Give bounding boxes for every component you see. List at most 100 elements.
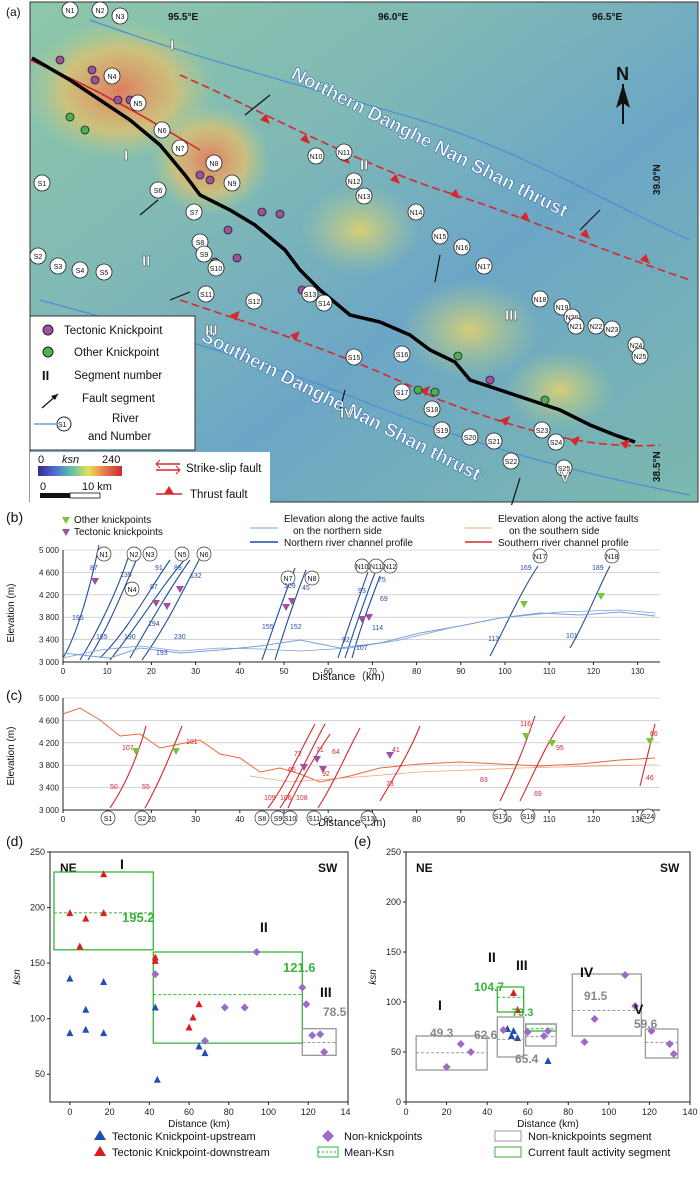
ksn-value-label: 71 bbox=[316, 747, 324, 754]
ksn-point bbox=[507, 1032, 515, 1039]
svg-text:N14: N14 bbox=[410, 210, 423, 217]
ksn-value-label: 230 bbox=[174, 634, 186, 641]
ksn-value-label: 64 bbox=[332, 749, 340, 756]
segment-annotation: 104.7 bbox=[474, 980, 504, 994]
plot-frame bbox=[49, 851, 349, 1103]
north-river-nodes: N1 N2 N3 N4 N5 N6 N7 N8 N9 N10 N11 N12 N13 N14 N15 N16 N… bbox=[61, 1, 649, 365]
river-node: S14 bbox=[315, 294, 333, 312]
ksn-value-label: 73 bbox=[386, 781, 394, 788]
segment-annotation: 59.6 bbox=[634, 1017, 658, 1031]
ksn-value-label: 113 bbox=[488, 636, 499, 643]
x-tick-label: 40 bbox=[144, 1107, 154, 1117]
svg-text:S10: S10 bbox=[284, 816, 297, 823]
svg-text:10 km: 10 km bbox=[82, 481, 112, 493]
svg-text:N1: N1 bbox=[100, 552, 109, 559]
panel-b-values: 87 135 91 89 132 87 109 45 75 93 69 169 189 195 165 190… bbox=[72, 565, 604, 657]
x-tick-label: 80 bbox=[563, 1107, 573, 1117]
x-tick-label: 0 bbox=[67, 1107, 72, 1117]
ksn-point bbox=[100, 909, 108, 917]
river-node: S5 bbox=[95, 263, 113, 281]
river-node: N19 bbox=[553, 298, 571, 316]
y-tick-label: 250 bbox=[386, 847, 401, 857]
x-tick-label: 120 bbox=[587, 667, 601, 676]
river-node: S6 bbox=[149, 181, 167, 199]
ksn-value-label: 152 bbox=[290, 624, 302, 631]
ksn-value-label: 107 bbox=[356, 645, 368, 652]
svg-text:S11: S11 bbox=[308, 816, 320, 823]
ksn-point bbox=[66, 974, 74, 982]
x-tick-label: 70 bbox=[368, 667, 377, 676]
x-tick-label: 110 bbox=[543, 815, 556, 824]
x-tick-label: 80 bbox=[224, 1107, 234, 1117]
panel-e-label: (e) bbox=[354, 833, 371, 849]
panel-c-label: (c) bbox=[6, 687, 22, 703]
segment-annotation: 49.3 bbox=[430, 1026, 454, 1040]
river-node: S3 bbox=[49, 257, 67, 275]
segment-annotation: V bbox=[634, 1001, 644, 1017]
river-node: S15 bbox=[345, 348, 363, 366]
x-axis-label: Distance (km) bbox=[168, 1119, 230, 1130]
svg-text:Other knickpoints: Other knickpoints bbox=[74, 515, 151, 526]
x-tick-label: 10 bbox=[103, 667, 112, 676]
y-tick-label: 100 bbox=[30, 1014, 45, 1024]
svg-text:N5: N5 bbox=[134, 101, 143, 108]
x-tick-label: 50 bbox=[280, 667, 289, 676]
ksn-value-label: 41 bbox=[392, 747, 400, 754]
river-node: N1 bbox=[61, 1, 79, 19]
river-node: N3 bbox=[111, 7, 129, 25]
y-tick-label: 100 bbox=[386, 997, 401, 1007]
river-node: N9 bbox=[223, 174, 241, 192]
svg-text:N6: N6 bbox=[158, 128, 167, 135]
x-tick-label: 100 bbox=[601, 1107, 616, 1117]
segment-annotation: III bbox=[516, 957, 528, 973]
svg-text:Tectonic Knickpoint-upstream: Tectonic Knickpoint-upstream bbox=[112, 1131, 256, 1143]
ksn-value-label: 89 bbox=[174, 565, 182, 572]
ksn-value-label: 193 bbox=[156, 650, 168, 657]
river-node: N15 bbox=[431, 227, 449, 245]
river-node: N12 bbox=[345, 172, 363, 190]
fault-segment-arrows bbox=[139, 94, 601, 505]
panel-c-values: 107 101 50 55 72 71 64 66 92 41 109 106 108 73 116 95 66… bbox=[110, 721, 658, 802]
fault-map: N1 N2 N3 N4 N5 N6 N7 N8 N9 N10 N11 N12 N13 N14 N15 N16 N… bbox=[6, 1, 699, 505]
svg-text:S14: S14 bbox=[318, 301, 331, 308]
y-tick-label: 4 200 bbox=[39, 591, 60, 600]
svg-text:S24: S24 bbox=[642, 814, 655, 821]
ksn-point bbox=[100, 1029, 108, 1037]
drainage-divide bbox=[31, 56, 636, 444]
south-river-profiles bbox=[109, 715, 656, 809]
river-node: S16 bbox=[393, 345, 411, 363]
profile-node: S1 bbox=[100, 810, 116, 826]
profile-node: N18 bbox=[604, 548, 620, 564]
ksn-point bbox=[539, 1032, 548, 1040]
ksn-point bbox=[195, 1042, 203, 1050]
segment-box bbox=[496, 1016, 525, 1058]
ksn-value-label: 109 bbox=[284, 583, 296, 590]
svg-text:Fault segment: Fault segment bbox=[82, 393, 156, 405]
svg-text:II: II bbox=[142, 253, 150, 270]
y-tick-label: 3 400 bbox=[39, 636, 60, 645]
ksn-value-label: 69 bbox=[380, 596, 388, 603]
svg-text:S9: S9 bbox=[274, 816, 283, 823]
ksn-value-label: 165 bbox=[96, 634, 108, 641]
svg-text:N13: N13 bbox=[358, 194, 371, 201]
svg-text:S8: S8 bbox=[258, 816, 267, 823]
svg-text:N3: N3 bbox=[116, 14, 125, 21]
ksn-point bbox=[631, 1002, 640, 1010]
ksn-point bbox=[100, 870, 108, 878]
y-tick-label: 3 000 bbox=[39, 658, 60, 667]
river-node: N25 bbox=[631, 347, 649, 365]
ksn-value-label: 95 bbox=[556, 745, 564, 752]
svg-text:N7: N7 bbox=[176, 146, 185, 153]
river-node: S12 bbox=[245, 292, 263, 310]
river-node: S2 bbox=[29, 247, 47, 265]
panel-c-ylabel: Elevation (m) bbox=[6, 727, 17, 786]
svg-text:N22: N22 bbox=[590, 324, 603, 331]
river-node: N8 bbox=[205, 154, 223, 172]
ksn-value-label: 75 bbox=[378, 577, 386, 584]
svg-text:N25: N25 bbox=[634, 354, 647, 361]
svg-text:on the northern side: on the northern side bbox=[293, 526, 382, 537]
segment-annotation: 62.6 bbox=[474, 1028, 498, 1042]
x-tick-label: 100 bbox=[498, 667, 512, 676]
